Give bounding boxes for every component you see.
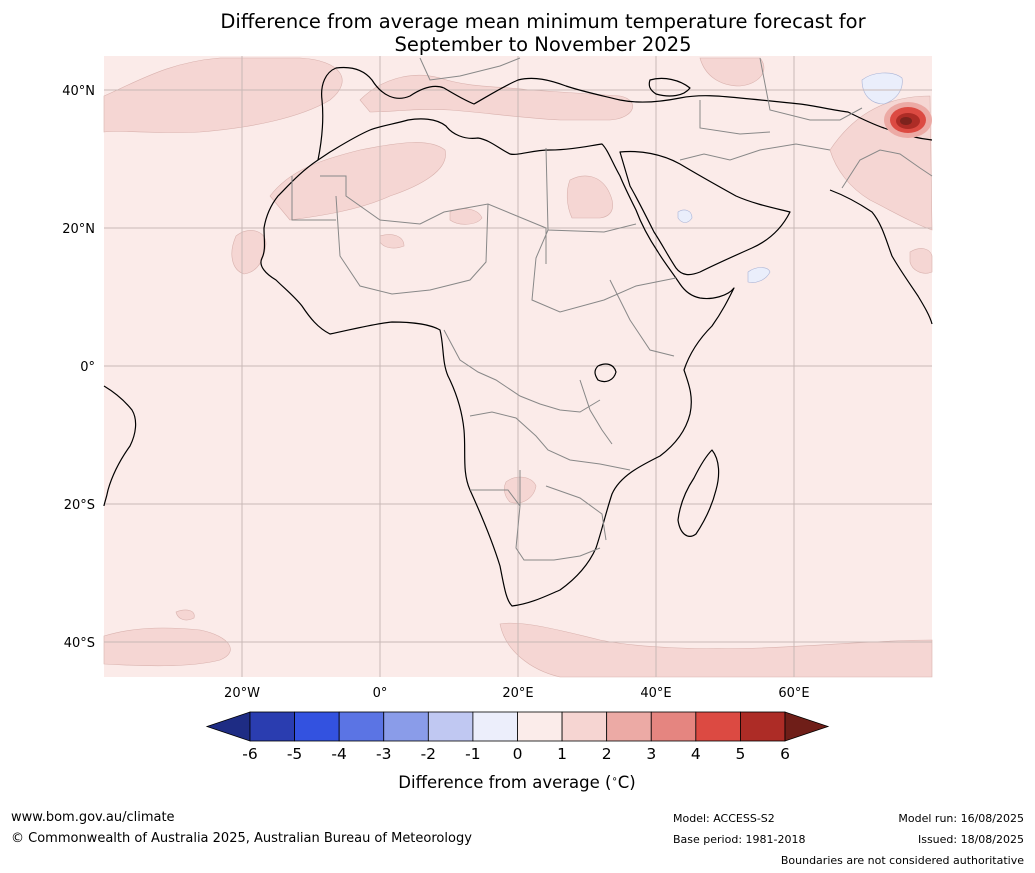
colorbar-bin (517, 711, 563, 742)
colorbar-tick-label: -5 (287, 745, 302, 763)
colorbar-bin (650, 711, 697, 742)
colorbar-bin (561, 711, 608, 742)
colorbar (205, 711, 830, 742)
lat-label-40n: 40°N (62, 84, 95, 99)
colorbar-tick-label: -6 (242, 745, 257, 763)
country-borders (291, 57, 933, 561)
lon-label-0: 0° (373, 686, 388, 701)
cool-anomaly-patches (677, 72, 903, 283)
colorbar-bin (427, 711, 474, 742)
latitude-labels: 40°N 20°N 0° 20°S 40°S (62, 84, 95, 651)
colorbar-bin (740, 711, 786, 742)
colorbar-title: Difference from average (∘C) (398, 773, 635, 792)
footer-model-run: Model run: 16/08/2025 (898, 812, 1024, 825)
colorbar-extend-high (784, 711, 830, 742)
lat-label-20n: 20°N (62, 222, 95, 237)
colorbar-tick-label: 1 (557, 745, 567, 763)
footer-disclaimer: Boundaries are not considered authoritat… (780, 854, 1024, 867)
footer-website[interactable]: www.bom.gov.au/climate (11, 810, 175, 825)
chart-title: Difference from average mean minimum tem… (0, 10, 1035, 56)
footer-issued: Issued: 18/08/2025 (917, 833, 1024, 846)
colorbar-tick-label: -2 (421, 745, 436, 763)
colorbar-tick-labels: -6 -5 -4 -3 -2 -1 0 1 2 3 4 5 6 (242, 745, 790, 763)
title-line-2: September to November 2025 (394, 33, 692, 56)
footer-base-period: Base period: 1981-2018 (673, 833, 806, 846)
colorbar-tick-label: 5 (735, 745, 745, 763)
footer-model: Model: ACCESS-S2 (673, 812, 775, 825)
colorbar-bin (294, 711, 340, 742)
colorbar-tick-label: 2 (602, 745, 612, 763)
hotspot-anomaly (884, 102, 932, 138)
colorbar-extend-low (205, 711, 251, 742)
colorbar-bin (695, 711, 741, 742)
colorbar-tick-label: 6 (780, 745, 790, 763)
colorbar-tick-label: -1 (465, 745, 480, 763)
lon-label-20e: 20°E (502, 686, 533, 701)
lon-label-60e: 60°E (778, 686, 809, 701)
lat-label-0: 0° (80, 360, 95, 375)
colorbar-bin (606, 711, 652, 742)
colorbar-bin (383, 711, 429, 742)
colorbar-tick-label: -4 (331, 745, 346, 763)
colorbar-tick-label: 3 (646, 745, 656, 763)
colorbar-bin (249, 711, 295, 742)
colorbar-tick-label: -3 (376, 745, 391, 763)
footer-copyright: © Commonwealth of Australia 2025, Austra… (11, 831, 472, 846)
colorbar-bin (338, 711, 385, 742)
lon-label-20w: 20°W (224, 686, 260, 701)
lat-label-40s: 40°S (64, 636, 95, 651)
lat-label-20s: 20°S (64, 498, 95, 513)
colorbar-tick-label: 0 (513, 745, 523, 763)
title-line-1: Difference from average mean minimum tem… (220, 10, 866, 33)
colorbar-tick-label: 4 (691, 745, 701, 763)
colorbar-bin (472, 711, 518, 742)
longitude-labels: 20°W 0° 20°E 40°E 60°E (224, 686, 810, 701)
lon-label-40e: 40°E (640, 686, 671, 701)
coastlines (103, 66, 933, 607)
